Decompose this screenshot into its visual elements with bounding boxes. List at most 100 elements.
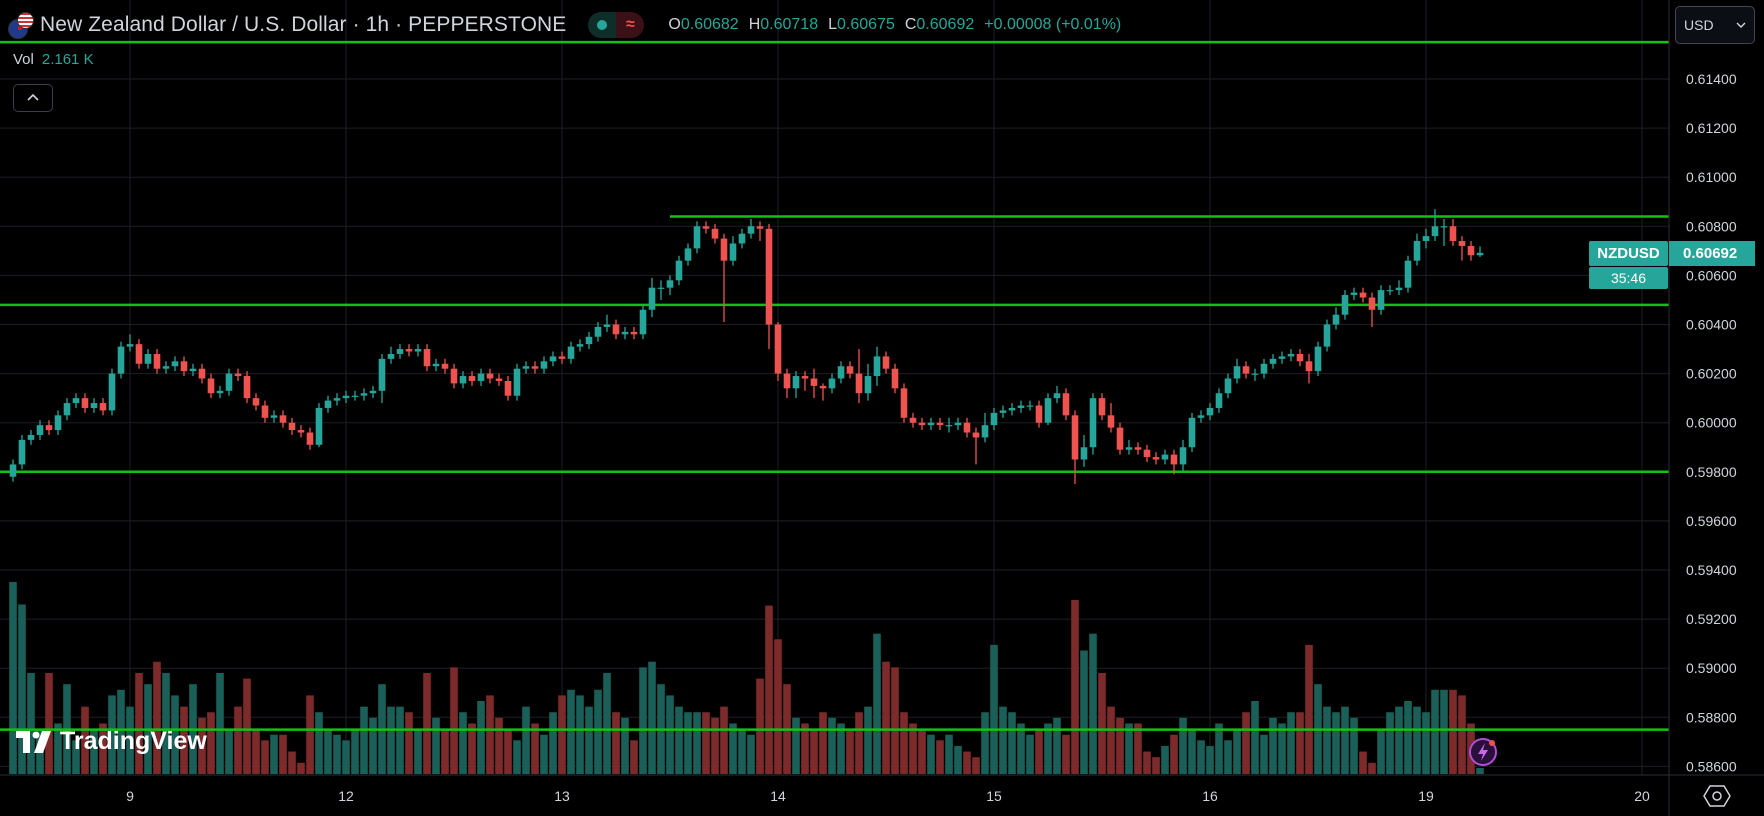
price-axis[interactable]: 0.61400 0.61200 0.61000 0.60800 0.60600 0.604… [1686, 71, 1737, 774]
market-status-toggle[interactable]: ≈ [588, 12, 645, 38]
candle-body [234, 373, 242, 377]
low-value: 0.60675 [837, 16, 895, 33]
candle-body [36, 425, 44, 435]
candle [126, 334, 134, 352]
candle [1341, 290, 1349, 320]
candle-body [261, 405, 269, 418]
volume-bar [1170, 734, 1178, 774]
candle-body [711, 228, 719, 239]
price-tick-label: 0.58800 [1686, 709, 1737, 725]
volume-bar [1044, 723, 1052, 774]
candle-body [216, 390, 224, 394]
candle [378, 353, 386, 404]
candle-body [1188, 417, 1196, 448]
candle [1440, 218, 1448, 246]
candle-body [1476, 252, 1484, 256]
volume-bar [1350, 717, 1358, 774]
candle [216, 385, 224, 399]
candle [747, 218, 755, 239]
candle [1296, 349, 1304, 367]
candles [9, 209, 1484, 485]
volume-bar [297, 762, 305, 774]
candle [639, 304, 647, 340]
candle [603, 314, 611, 332]
candle-body [720, 238, 728, 261]
volume-bar [351, 729, 359, 774]
candle [279, 410, 287, 428]
volume-legend[interactable]: Vol 2.161 K [13, 51, 94, 68]
currency-select[interactable]: USD [1675, 6, 1755, 44]
candle-body [783, 373, 791, 389]
candle [1107, 403, 1115, 433]
candle [1062, 388, 1070, 421]
candle-body [1071, 415, 1079, 460]
candle-body [1413, 241, 1421, 261]
candle-body [1179, 447, 1187, 465]
candle-body [396, 349, 404, 354]
candle-body [819, 385, 827, 389]
candle [36, 420, 44, 440]
candle [1098, 393, 1106, 421]
candle [1386, 285, 1394, 296]
volume-bar [1026, 734, 1034, 774]
candle-body [963, 422, 971, 433]
candle [792, 371, 800, 399]
volume-bar [963, 751, 971, 774]
candle-body [486, 373, 494, 379]
candle [846, 361, 854, 379]
volume-bar [1440, 689, 1448, 774]
volume-bar [117, 689, 125, 774]
volume-bar [405, 712, 413, 774]
volume-bar [369, 717, 377, 774]
lightning-icon[interactable] [1468, 737, 1498, 767]
candle [783, 368, 791, 399]
candle-body [1233, 366, 1241, 379]
candle [63, 398, 71, 421]
chart-settings-icon[interactable] [1703, 784, 1731, 808]
volume-bar [954, 745, 962, 774]
horizontal-lines[interactable] [0, 40, 1669, 731]
volume-bar [18, 604, 26, 774]
candle-body [90, 403, 98, 408]
candle [585, 331, 593, 350]
volume-bar [252, 729, 260, 774]
candle-body [1251, 373, 1259, 375]
tradingview-logo[interactable]: TradingView [16, 727, 207, 756]
volume-bar [1458, 695, 1466, 774]
chevron-up-icon [27, 93, 39, 101]
symbol-title[interactable]: New Zealand Dollar / U.S. Dollar · 1h · … [40, 13, 567, 36]
candle-body [279, 415, 287, 423]
candle-body [702, 226, 710, 229]
candle-body [1242, 366, 1250, 374]
volume-bar [1332, 712, 1340, 774]
volume-bar [1386, 712, 1394, 774]
candle [1377, 285, 1385, 315]
volume-bar [1251, 701, 1259, 774]
candle [1242, 361, 1250, 379]
candle-body [513, 368, 521, 396]
candle [621, 326, 629, 340]
candle [720, 233, 728, 323]
volume-bar [387, 706, 395, 774]
volume-bar [1287, 712, 1295, 774]
candle-body [225, 373, 233, 391]
candle [873, 346, 881, 386]
volume-bar [1296, 712, 1304, 774]
candle [450, 363, 458, 389]
candle-body [540, 361, 548, 369]
volume-bar [306, 695, 314, 774]
candle [1251, 368, 1259, 381]
collapse-legend-button[interactable] [13, 84, 53, 112]
candle-body [351, 395, 359, 397]
volume-bar [1071, 599, 1079, 774]
volume-bar [1215, 723, 1223, 774]
candle-body [1134, 447, 1142, 450]
candle-body [1224, 378, 1232, 394]
volume-bar [720, 706, 728, 774]
candle [90, 398, 98, 413]
candle [1395, 280, 1403, 296]
candle [1476, 246, 1484, 257]
time-axis[interactable]: 9 12 13 14 15 16 19 20 [126, 788, 1650, 804]
candle-body [1035, 405, 1043, 423]
